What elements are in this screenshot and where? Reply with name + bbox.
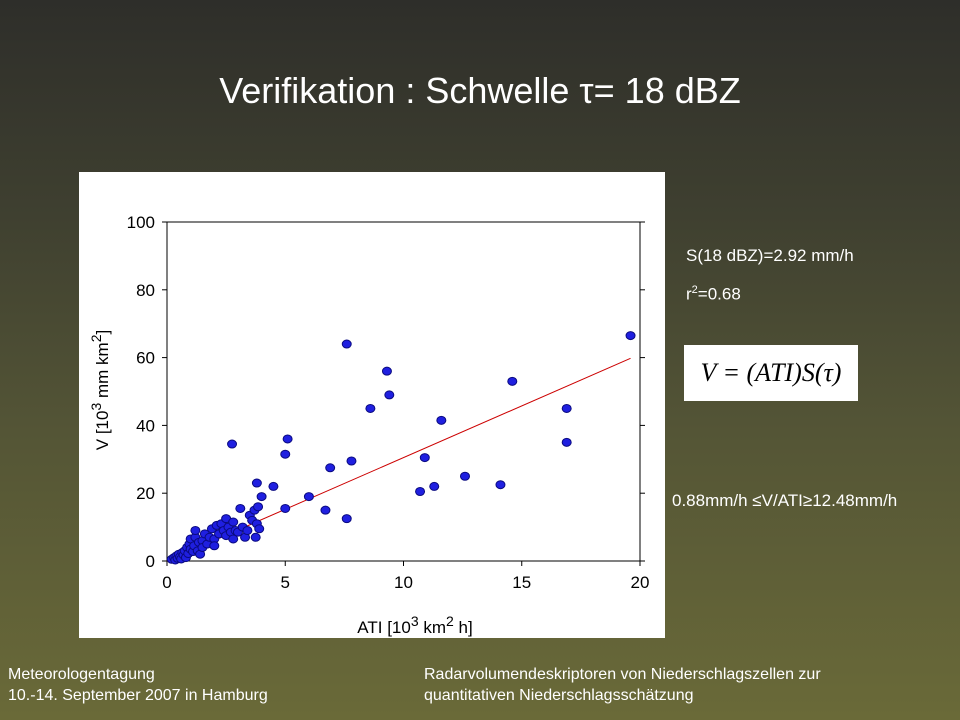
x-tick-label: 20: [631, 573, 650, 592]
footer-right-line1: Radarvolumendeskriptoren von Niederschla…: [424, 666, 821, 683]
data-point: [346, 456, 357, 466]
data-point: [625, 331, 636, 341]
data-point: [268, 481, 279, 491]
footer-left-line1: Meteorologentagung: [8, 666, 155, 683]
plot-panel: 0 5 10 15 20 0 20 40 60 80 100 ATI [103 km2 h] V […: [79, 172, 665, 638]
y-axis-label: V [103 mm km2]: [88, 330, 112, 450]
slide-title: Verifikation : Schwelle τ= 18 dBZ: [219, 70, 741, 111]
x-tick-label: 15: [512, 573, 531, 592]
y-tick-label: 20: [136, 484, 155, 503]
data-point: [341, 339, 352, 349]
data-point: [235, 503, 246, 513]
data-point: [280, 449, 291, 459]
footer-left: Meteorologentagung 10.-14. September 200…: [8, 664, 268, 706]
data-point: [384, 390, 395, 400]
data-point: [341, 514, 352, 524]
axes-layer: 0 5 10 15 20 0 20 40 60 80 100: [127, 213, 650, 592]
data-point: [365, 403, 376, 413]
data-point: [250, 532, 261, 542]
x-tick-label: 0: [162, 573, 171, 592]
data-point: [280, 503, 291, 513]
footer-right: Radarvolumendeskriptoren von Niederschla…: [424, 664, 821, 706]
data-point: [251, 478, 262, 488]
data-point: [254, 524, 265, 534]
footer-right-line2: quantitativen Niederschlagsschätzung: [424, 687, 694, 704]
y-tick-label: 0: [146, 552, 155, 571]
x-tick-label: 5: [281, 573, 290, 592]
points-layer: [166, 331, 636, 565]
data-point: [495, 480, 506, 490]
data-point: [429, 481, 440, 491]
r-squared-value: =0.68: [697, 284, 741, 304]
data-point: [561, 437, 572, 447]
y-tick-label: 60: [136, 349, 155, 368]
data-point: [436, 415, 447, 425]
data-point: [190, 525, 201, 535]
data-point: [325, 463, 336, 473]
r-squared-annotation: r2=0.68: [686, 284, 741, 305]
data-point: [256, 492, 267, 502]
data-point: [381, 366, 392, 376]
r-squared-prefix: r: [686, 284, 692, 304]
r-squared-exponent: 2: [691, 284, 698, 296]
y-tick-label: 80: [136, 281, 155, 300]
data-point: [507, 376, 518, 386]
y-tick-label: 100: [127, 213, 155, 232]
y-tick-label: 40: [136, 416, 155, 435]
data-point: [253, 502, 264, 512]
data-point: [459, 471, 470, 481]
formula-text: V = (ATI)S(τ): [700, 358, 842, 387]
ratio-range-annotation: 0.88mm/h ≤V/ATI≥12.48mm/h: [672, 491, 898, 510]
data-point: [320, 505, 331, 515]
data-point: [209, 541, 220, 551]
footer-left-line2: 10.-14. September 2007 in Hamburg: [8, 687, 268, 704]
formula-box: V = (ATI)S(τ): [684, 345, 858, 401]
x-tick-label: 10: [394, 573, 413, 592]
scale-factor-annotation: S(18 dBZ)=2.92 mm/h: [686, 246, 854, 265]
data-point: [228, 534, 239, 544]
data-point: [415, 487, 426, 497]
scatter-chart: 0 5 10 15 20 0 20 40 60 80 100 ATI [103 km2 h] V […: [88, 213, 650, 637]
data-point: [303, 492, 314, 502]
data-point: [227, 439, 238, 449]
x-axis-label: ATI [103 km2 h]: [357, 613, 472, 637]
data-point: [419, 453, 430, 463]
data-point: [242, 525, 253, 535]
data-point: [282, 434, 293, 444]
data-point: [228, 517, 239, 527]
data-point: [561, 403, 572, 413]
